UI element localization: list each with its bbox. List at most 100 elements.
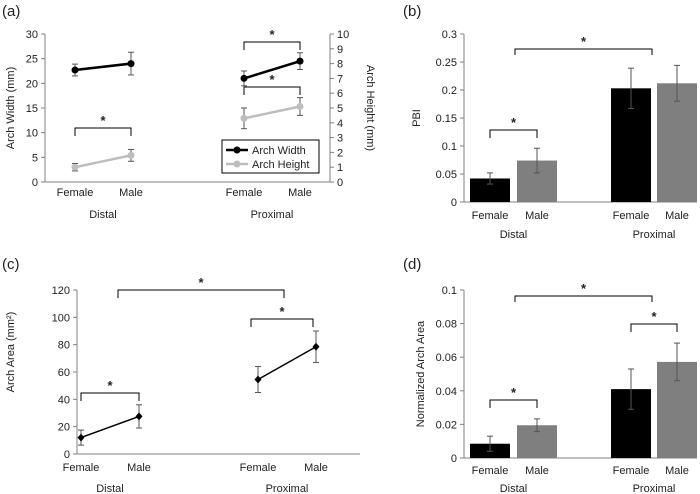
panel-label-b: (b) xyxy=(403,3,421,20)
a-series-1-point xyxy=(127,151,135,159)
category-label: Male xyxy=(288,187,312,199)
c-sig-female-star: * xyxy=(198,275,204,290)
a-series-1-point xyxy=(296,103,304,111)
d-y-tick-label: 0.04 xyxy=(436,386,457,398)
a-right-y-tick-label: 4 xyxy=(337,118,343,130)
b-y-tick-label: 0.2 xyxy=(442,85,457,97)
a-sig-proximal-height-star: * xyxy=(269,72,275,87)
a-sig-proximal-width-star: * xyxy=(269,27,275,42)
c-ylabel: Arch Area (mm²) xyxy=(5,312,17,393)
b-y-tick-label: 0.15 xyxy=(436,113,457,125)
category-label: Female xyxy=(613,465,650,477)
c-point xyxy=(254,375,262,384)
group-label-distal: Distal xyxy=(500,229,528,241)
a-legend-box xyxy=(221,139,320,174)
a-ylabel-left: Arch Width (mm) xyxy=(5,67,17,150)
a-right-y-tick-label: 1 xyxy=(337,162,343,174)
a-left-y-tick-label: 30 xyxy=(26,29,38,41)
c-point xyxy=(312,342,320,351)
d-y-tick-label: 0.06 xyxy=(436,352,457,364)
d-sig-female-star: * xyxy=(581,281,587,296)
a-sig-proximal-height xyxy=(243,86,301,95)
d-sig-distal-star: * xyxy=(511,385,517,400)
group-label-proximal: Proximal xyxy=(251,209,294,221)
b-sig-female xyxy=(514,48,653,55)
c-sig-proximal-star: * xyxy=(279,304,285,319)
b-y-tick-label: 0.1 xyxy=(442,141,457,153)
category-label: Female xyxy=(226,187,263,199)
a-series-0-point xyxy=(127,60,135,68)
category-label: Female xyxy=(63,462,100,474)
c-series-line xyxy=(80,415,140,439)
a-legend-marker-width xyxy=(233,146,241,154)
c-point xyxy=(77,433,85,442)
group-label-distal: Distal xyxy=(96,483,124,494)
b-y-tick-label: 0 xyxy=(451,197,457,209)
category-label: Female xyxy=(613,210,650,222)
category-label: Male xyxy=(127,462,151,474)
a-series-0-point xyxy=(71,66,79,74)
c-y-tick-label: 80 xyxy=(58,340,70,352)
a-ylabel-right: Arch Height (mm) xyxy=(364,65,376,151)
a-right-y-tick-label: 5 xyxy=(337,103,343,115)
c-y-tick-label: 0 xyxy=(64,449,70,461)
a-series-0-line xyxy=(243,59,301,80)
a-left-y-tick-label: 25 xyxy=(26,54,38,66)
category-label: Female xyxy=(240,462,277,474)
category-label: Male xyxy=(665,465,689,477)
b-bar xyxy=(470,178,510,202)
panel-label-d: (d) xyxy=(403,256,421,273)
category-label: Male xyxy=(525,210,549,222)
category-label: Female xyxy=(472,465,509,477)
category-label: Male xyxy=(525,465,549,477)
b-sig-distal xyxy=(489,129,538,138)
d-y-tick-label: 0.02 xyxy=(436,419,457,431)
a-right-y-tick-label: 2 xyxy=(337,147,343,159)
a-sig-proximal-width xyxy=(243,41,301,50)
a-series-0-line xyxy=(74,62,132,72)
panel-label-c: (c) xyxy=(2,256,20,273)
b-ylabel: PBI xyxy=(411,109,423,127)
d-ylabel: Normalized Arch Area xyxy=(415,320,427,427)
a-legend-label-width: Arch Width xyxy=(252,145,306,157)
a-legend-label-height: Arch Height xyxy=(252,159,309,171)
c-y-tick-label: 60 xyxy=(58,367,70,379)
b-y-tick-label: 0.25 xyxy=(436,57,457,69)
a-series-1-line xyxy=(243,105,301,120)
category-label: Male xyxy=(304,462,328,474)
d-y-tick-label: 0.1 xyxy=(442,285,457,297)
a-sig-distal-height xyxy=(74,127,132,136)
d-y-tick-label: 0 xyxy=(451,453,457,465)
a-right-y-tick-label: 8 xyxy=(337,59,343,71)
a-legend-marker-height xyxy=(233,160,241,168)
group-label-distal: Distal xyxy=(500,483,528,494)
category-label: Male xyxy=(119,187,143,199)
d-sig-proximal xyxy=(630,323,678,332)
group-label-proximal: Proximal xyxy=(633,483,676,494)
d-y-tick-label: 0.08 xyxy=(436,319,457,331)
category-label: Female xyxy=(57,187,94,199)
a-series-1-point xyxy=(71,163,79,171)
b-sig-distal-star: * xyxy=(511,115,517,130)
c-sig-distal xyxy=(80,392,140,401)
c-sig-distal-star: * xyxy=(107,378,113,393)
a-right-y-tick-label: 3 xyxy=(337,133,343,145)
c-y-tick-label: 20 xyxy=(58,422,70,434)
group-label-proximal: Proximal xyxy=(633,229,676,241)
panel-label-a: (a) xyxy=(2,3,20,20)
b-bar xyxy=(657,83,697,202)
a-right-y-tick-label: 6 xyxy=(337,88,343,100)
category-label: Male xyxy=(665,210,689,222)
d-sig-proximal-star: * xyxy=(651,309,657,324)
c-series-line xyxy=(257,346,317,381)
b-sig-female-star: * xyxy=(581,34,587,49)
d-sig-distal xyxy=(489,399,538,408)
c-sig-proximal xyxy=(250,318,314,327)
a-series-1-point xyxy=(240,114,248,122)
a-series-0-point xyxy=(240,74,248,82)
a-series-1-line xyxy=(74,154,132,169)
group-label-proximal: Proximal xyxy=(266,483,309,494)
b-y-tick-label: 0.3 xyxy=(442,29,457,41)
a-right-y-tick-label: 9 xyxy=(337,44,343,56)
